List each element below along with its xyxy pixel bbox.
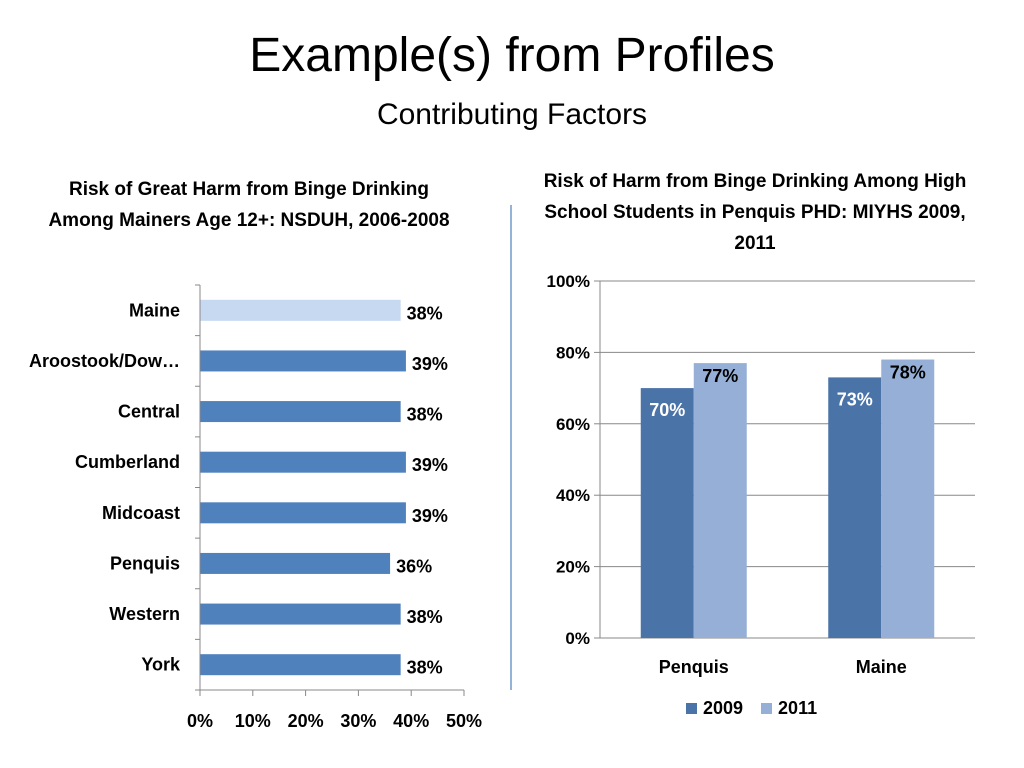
legend-label-2011: 2011 — [778, 697, 818, 718]
bar-2011-0 — [693, 363, 747, 638]
data-label-2009-1: 73% — [837, 389, 873, 409]
data-label-3: 39% — [412, 455, 448, 475]
category-label-5: Penquis — [110, 553, 180, 573]
category-label-3: Cumberland — [75, 452, 180, 472]
y-tick-label-1: 20% — [556, 558, 590, 577]
bar-5 — [200, 552, 391, 574]
data-label-2011-1: 78% — [890, 363, 926, 383]
bar-0 — [200, 299, 401, 321]
x-category-label-1: Maine — [856, 657, 907, 677]
legend-swatch-2011 — [761, 702, 773, 714]
data-label-2011-0: 77% — [702, 366, 738, 386]
bar-4 — [200, 502, 406, 524]
category-label-0: Maine — [129, 300, 180, 320]
legend-swatch-2009 — [686, 702, 697, 714]
data-label-7: 38% — [407, 658, 443, 678]
data-label-2: 38% — [407, 405, 443, 425]
data-label-1: 39% — [412, 354, 448, 374]
legend-label-2009: 2009 — [703, 697, 744, 718]
data-label-0: 38% — [407, 303, 443, 323]
x-category-label-0: Penquis — [659, 657, 729, 677]
bar-3 — [200, 451, 406, 473]
bar-2009-0 — [640, 388, 694, 638]
bar-2 — [200, 401, 401, 423]
bar-1 — [200, 350, 406, 372]
bar-7 — [200, 654, 401, 676]
slide-subtitle: Contributing Factors — [376, 98, 648, 131]
category-label-2: Central — [118, 402, 180, 422]
chart-divider — [510, 205, 512, 690]
bar-6 — [200, 603, 401, 625]
y-tick-label-0: 0% — [565, 629, 590, 648]
chart-legend: 2009 2011 — [686, 697, 835, 719]
category-label-7: York — [141, 655, 181, 675]
x-tick-label-2: 20% — [288, 711, 324, 731]
x-tick-label-4: 40% — [393, 711, 429, 731]
legend-item-2009: 2009 — [686, 698, 743, 719]
bar-2009-1 — [828, 377, 882, 638]
slide-title: Example(s) from Profiles — [249, 29, 775, 82]
data-label-2009-0: 70% — [649, 400, 685, 420]
data-label-4: 39% — [412, 506, 448, 526]
category-label-1: Aroostook/Dow… — [29, 351, 180, 371]
y-tick-label-3: 60% — [556, 415, 590, 434]
y-tick-label-2: 40% — [556, 486, 590, 505]
left-chart-title: Risk of Great Harm from Binge Drinking A… — [48, 179, 450, 231]
x-tick-label-3: 30% — [340, 711, 376, 731]
data-label-5: 36% — [396, 556, 432, 576]
y-tick-label-5: 100% — [547, 272, 590, 291]
legend-item-2011: 2011 — [761, 698, 817, 719]
x-tick-label-5: 50% — [446, 711, 482, 731]
right-chart-title: Risk of Harm from Binge Drinking Among H… — [543, 171, 967, 254]
category-label-4: Midcoast — [102, 503, 180, 523]
x-tick-label-1: 10% — [235, 711, 271, 731]
y-tick-label-4: 80% — [556, 343, 590, 362]
x-tick-label-0: 0% — [187, 711, 213, 731]
category-label-6: Western — [109, 604, 180, 624]
data-label-6: 38% — [407, 607, 443, 627]
bar-2011-1 — [881, 359, 935, 638]
